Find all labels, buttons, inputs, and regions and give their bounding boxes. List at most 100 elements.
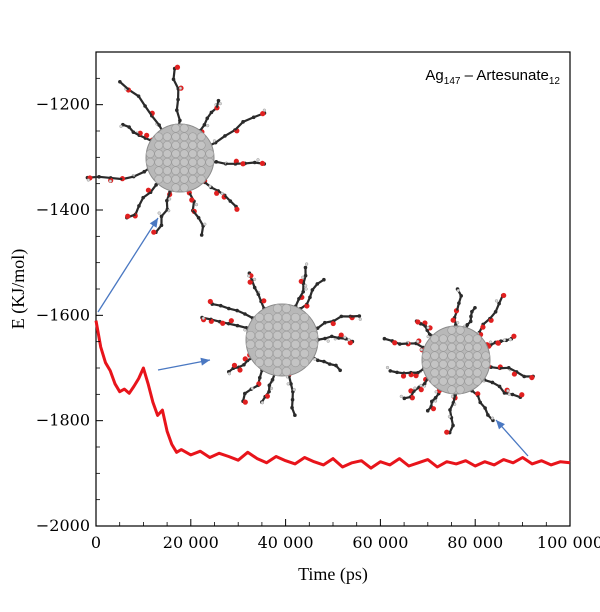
hydrogen-atom	[218, 102, 222, 106]
silver-atom	[272, 321, 283, 332]
ligand-bond	[98, 175, 111, 180]
oxygen-atom	[400, 373, 407, 379]
hydrogen-atom	[304, 287, 308, 291]
silver-atom	[281, 348, 292, 359]
hydrogen-atom	[201, 316, 205, 320]
oxygen-atom	[259, 160, 266, 167]
silver-atom	[290, 357, 301, 368]
legend-dash: – Artesunate	[460, 67, 548, 84]
hydrogen-atom	[292, 387, 296, 392]
hydrogen-atom	[450, 394, 455, 399]
silver-atom	[162, 166, 172, 176]
carbon-atom	[357, 314, 362, 318]
silver-atom	[254, 339, 265, 350]
ligand-bond	[242, 116, 255, 123]
silver-atom	[447, 325, 457, 335]
silver-atom	[272, 366, 283, 377]
oxygen-atom	[125, 213, 131, 219]
oxygen-atom	[330, 320, 336, 327]
silver-atom	[171, 174, 181, 184]
y-tick-label: −1200	[36, 95, 90, 114]
oxygen-atom	[304, 303, 310, 309]
oxygen-atom	[444, 429, 450, 435]
silver-atom	[272, 357, 283, 368]
silver-atom	[281, 357, 292, 368]
silver-atom	[290, 312, 301, 323]
silver-atom	[162, 157, 172, 167]
hydrogen-atom	[247, 274, 251, 278]
carbon-atom	[425, 408, 430, 413]
hydrogen-atom	[447, 415, 452, 419]
carbon-atom	[293, 413, 297, 418]
nanoparticle-cluster	[85, 64, 267, 237]
silver-atom	[299, 357, 310, 368]
silver-atom	[421, 351, 431, 361]
silver-atom	[171, 166, 181, 176]
silver-atom	[438, 334, 448, 344]
oxygen-atom	[174, 64, 181, 70]
legend-sub1: 147	[444, 76, 461, 87]
silver-atom	[464, 376, 474, 386]
silver-atom	[272, 339, 283, 350]
carbon-atom	[338, 368, 342, 373]
silver-atom	[179, 157, 189, 167]
hydrogen-atom	[399, 394, 403, 398]
silver-core	[245, 303, 319, 377]
x-tick-label: 20 000	[163, 533, 219, 552]
hydrogen-atom	[305, 262, 309, 266]
hydrogen-atom	[250, 386, 254, 391]
hydrogen-atom	[178, 86, 183, 90]
silver-atom	[205, 149, 215, 159]
silver-atom	[430, 334, 440, 344]
hydrogen-atom	[243, 328, 247, 332]
silver-atom	[290, 348, 301, 359]
silver-atom	[263, 339, 274, 350]
y-tick-label: −1600	[36, 305, 90, 324]
energy-series-line	[94, 320, 571, 470]
annotation-arrow-shaft	[97, 217, 159, 313]
silver-atom	[481, 359, 491, 369]
oxygen-atom	[511, 333, 517, 339]
silver-atom	[245, 330, 256, 341]
ligand-bond	[144, 105, 153, 117]
oxygen-atom	[488, 317, 494, 323]
hydrogen-atom	[326, 339, 330, 343]
silver-atom	[281, 303, 292, 314]
hydrogen-atom	[168, 197, 172, 201]
silver-atom	[308, 339, 319, 350]
oxygen-atom	[511, 371, 518, 377]
silver-atom	[179, 149, 189, 159]
silver-atom	[254, 321, 265, 332]
silver-atom	[430, 368, 440, 378]
silver-atom	[299, 330, 310, 341]
oxygen-atom	[495, 340, 501, 346]
carbon-atom	[473, 305, 477, 310]
silver-atom	[179, 183, 189, 193]
hydrogen-atom	[203, 222, 207, 226]
hydrogen-atom	[416, 339, 420, 344]
silver-atom	[162, 132, 172, 142]
oxygen-atom	[413, 373, 419, 379]
silver-atom	[430, 351, 440, 361]
silver-atom	[254, 348, 265, 359]
silver-atom	[455, 342, 465, 352]
silver-atom	[438, 359, 448, 369]
silver-atom	[290, 330, 301, 341]
silver-atom	[438, 351, 448, 361]
silver-atom	[171, 149, 181, 159]
silver-atom	[171, 123, 181, 133]
silver-atom	[447, 376, 457, 386]
silver-atom	[472, 376, 482, 386]
silver-atom	[162, 174, 172, 184]
hydrogen-atom	[269, 386, 274, 390]
silver-atom	[421, 359, 431, 369]
oxygen-atom	[338, 332, 344, 338]
hydrogen-atom	[490, 416, 495, 420]
silver-atom	[281, 330, 292, 341]
silver-core	[145, 123, 215, 193]
silver-atom	[154, 140, 164, 150]
carbon-atom	[199, 233, 204, 237]
hydrogen-atom	[286, 382, 290, 386]
silver-atom	[299, 321, 310, 332]
silver-atom	[263, 348, 274, 359]
